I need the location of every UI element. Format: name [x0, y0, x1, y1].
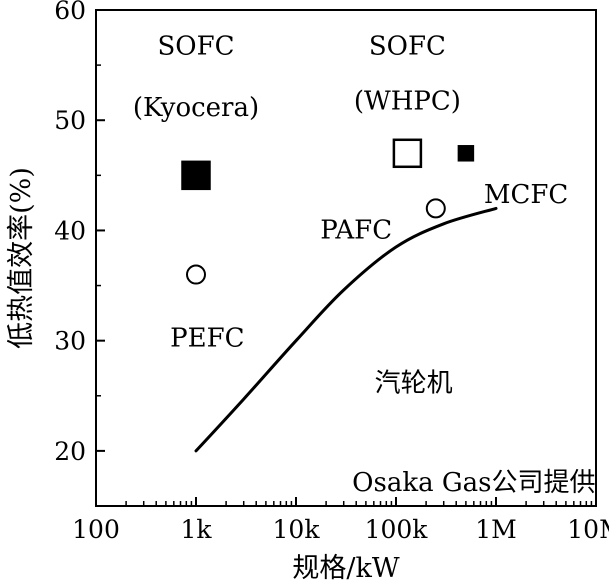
annotation-label: MCFC	[484, 180, 568, 210]
plot-frame	[95, 9, 597, 507]
annotations: SOFC (Kyocera) SOFC (WHPC) MCFC PAFC PEFC 汽轮机 Os…	[133, 31, 596, 497]
open-circle-marker	[186, 264, 206, 285]
y-axis-label: 低热值效率(%)	[6, 167, 37, 349]
annotation-label: 汽轮机	[375, 369, 453, 399]
annotation-label: Osaka Gas公司提供	[352, 468, 595, 498]
annotation-label: PEFC	[170, 323, 244, 353]
filled-square-marker	[457, 145, 475, 162]
open-circle-marker	[425, 198, 446, 219]
annotation-label: (Kyocera)	[133, 93, 259, 123]
x-tick-label: 1M	[475, 515, 517, 544]
gas-turbine-curve	[194, 206, 498, 453]
y-axis: 20 30 40 50 60	[54, 0, 105, 507]
x-tick-label: 1k	[180, 515, 212, 544]
x-tick-label: 10k	[273, 515, 321, 544]
open-square-marker	[392, 138, 423, 169]
y-tick-label: 60	[54, 0, 86, 25]
y-tick-label: 30	[54, 327, 86, 356]
data-points	[181, 138, 475, 285]
x-tick-label: 100k	[365, 515, 429, 544]
y-tick-label: 50	[54, 106, 86, 135]
annotation-label: (WHPC)	[354, 86, 461, 116]
x-axis: 100 1k 10k 100k 1M 10M	[72, 497, 609, 544]
x-axis-label: 规格/kW	[292, 553, 399, 584]
annotation-label: SOFC	[157, 31, 234, 61]
x-tick-label: 10M	[567, 515, 609, 544]
y-tick-label: 20	[54, 437, 86, 466]
annotation-label: PAFC	[320, 215, 392, 245]
annotation-label: SOFC	[369, 31, 446, 61]
y-tick-label: 40	[54, 216, 86, 245]
filled-square-marker	[181, 160, 211, 191]
x-tick-label: 100	[72, 515, 120, 544]
